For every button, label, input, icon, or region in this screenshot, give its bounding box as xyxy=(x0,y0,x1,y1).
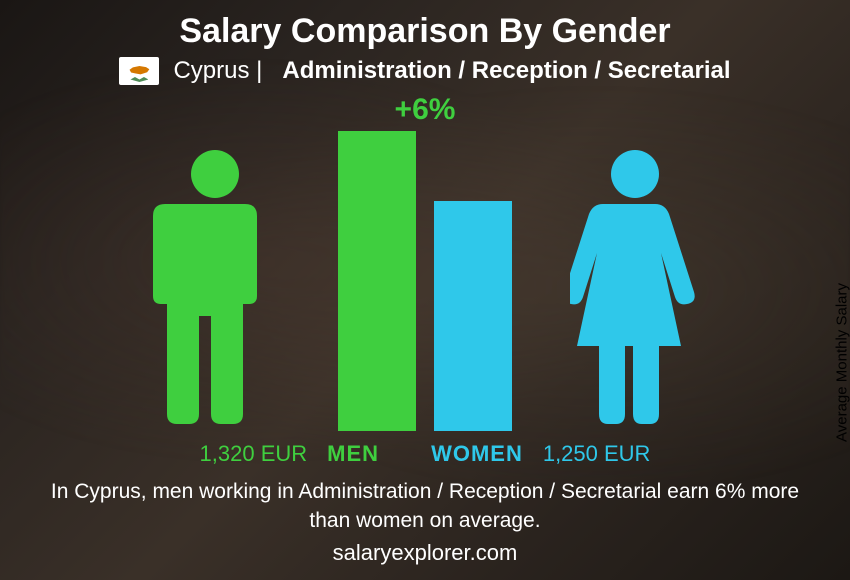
labels-row: 1,320 EUR MEN WOMEN 1,250 EUR xyxy=(0,441,850,467)
bar-men xyxy=(338,131,416,431)
subtitle-text: Cyprus | Administration / Reception / Se… xyxy=(173,57,730,85)
country-name: Cyprus xyxy=(173,57,249,84)
bar-women xyxy=(434,201,512,431)
men-label: MEN xyxy=(327,441,379,467)
bar-group xyxy=(338,131,512,431)
women-salary: 1,250 EUR xyxy=(543,441,651,467)
male-icon xyxy=(150,146,280,431)
men-salary: 1,320 EUR xyxy=(200,441,308,467)
y-axis-label: Average Monthly Salary xyxy=(834,283,850,442)
separator: | xyxy=(256,57,276,84)
female-icon xyxy=(570,146,700,431)
flag-icon xyxy=(119,57,159,85)
category-name: Administration / Reception / Secretarial xyxy=(282,57,730,84)
chart-area: +6% 1,320 EUR MEN WOMEN 1,250 EUR Averag… xyxy=(0,93,850,473)
main-title: Salary Comparison By Gender xyxy=(0,0,850,51)
women-label: WOMEN xyxy=(431,441,523,467)
percent-diff-label: +6% xyxy=(395,93,456,127)
subtitle-row: Cyprus | Administration / Reception / Se… xyxy=(0,57,850,85)
caption-text: In Cyprus, men working in Administration… xyxy=(0,477,850,536)
footer-source: salaryexplorer.com xyxy=(0,540,850,566)
